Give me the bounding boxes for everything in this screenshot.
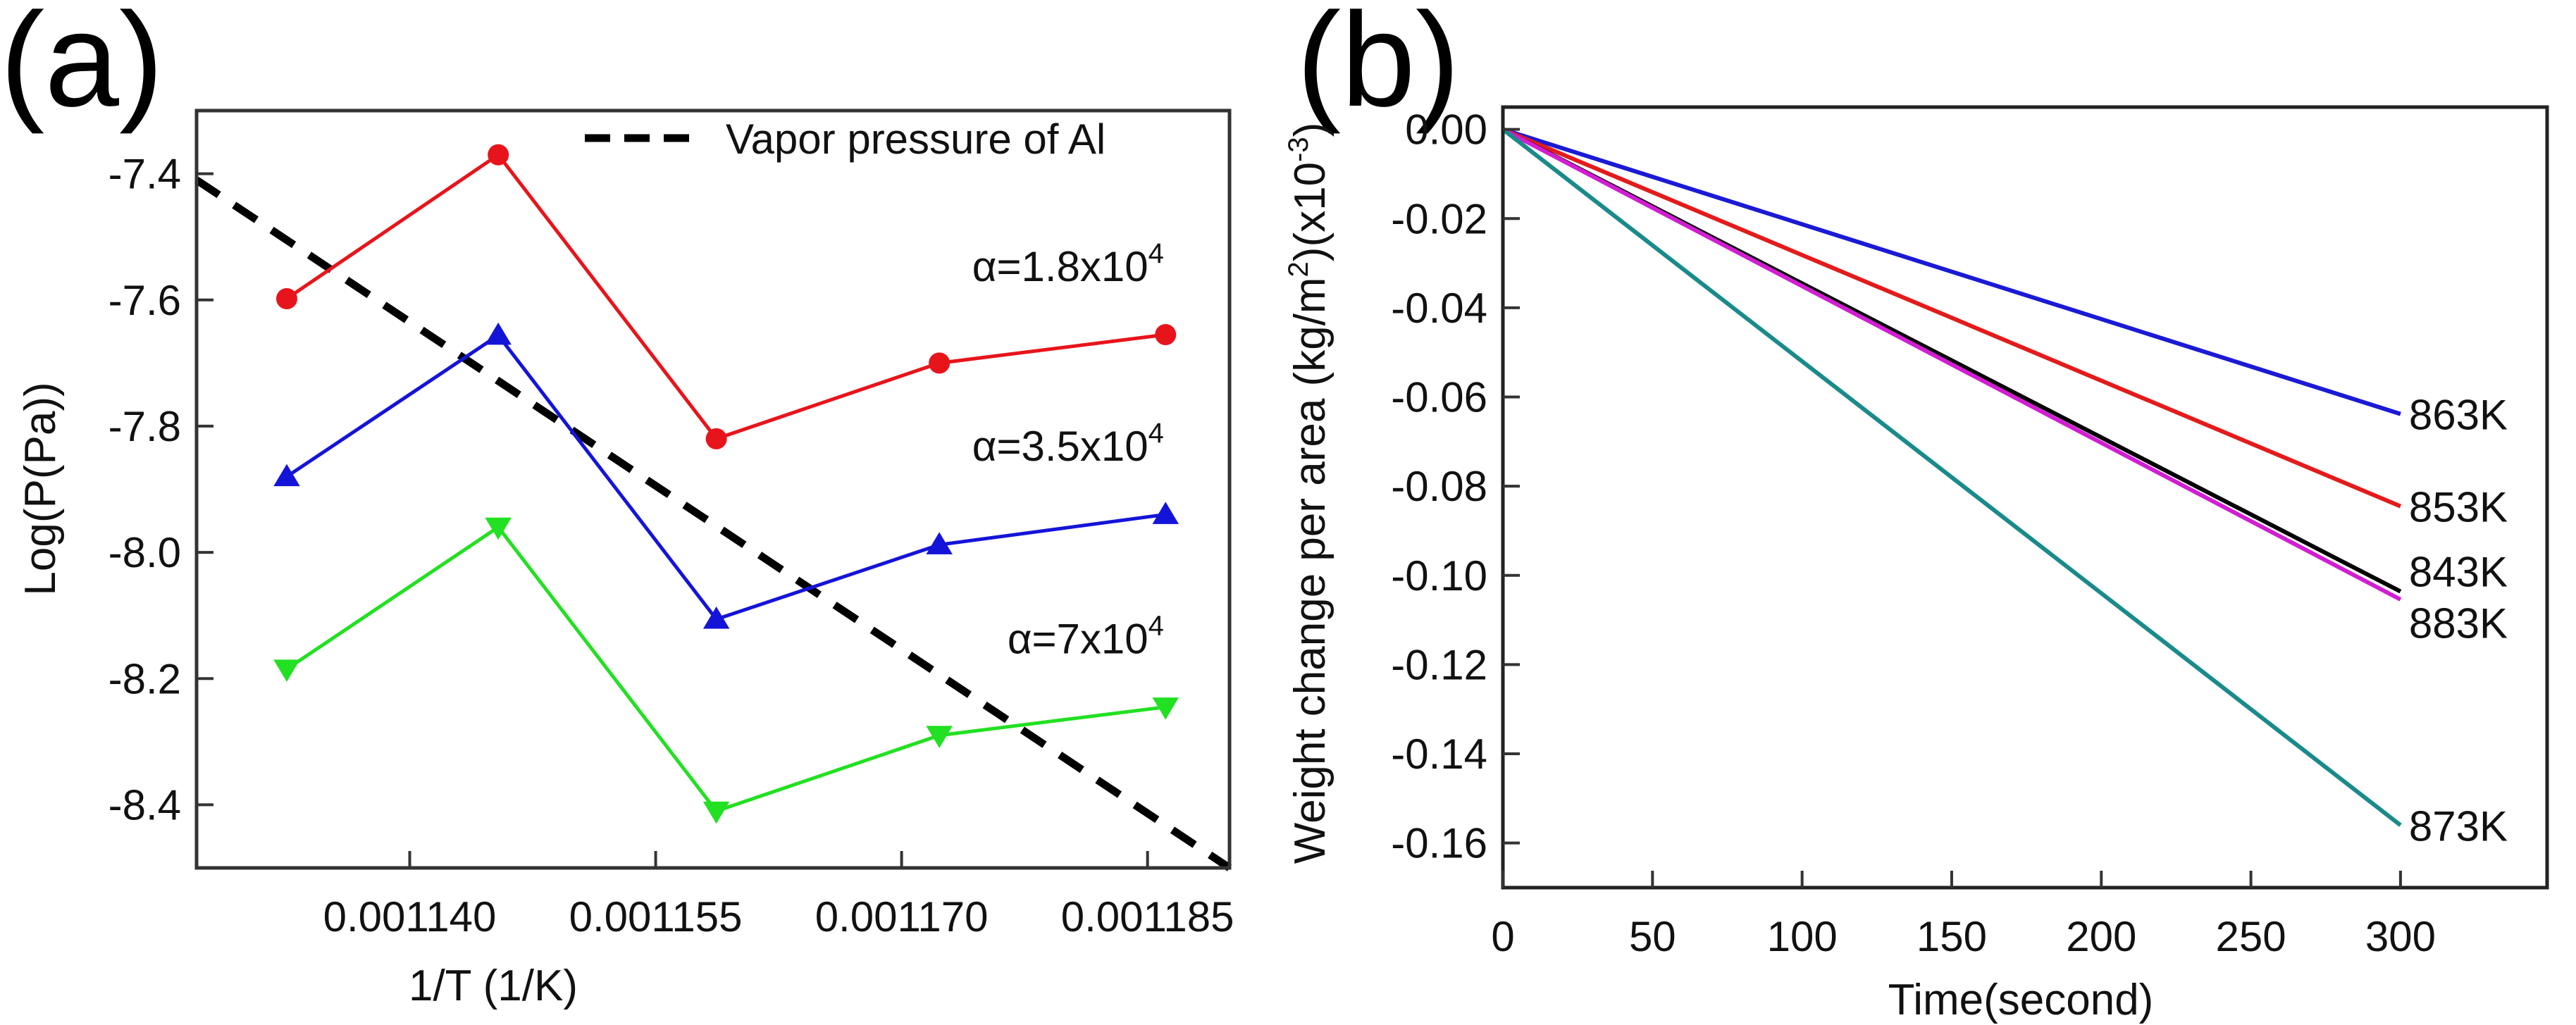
y-axis-title-a: Log(P(Pa)) — [16, 382, 65, 595]
y-title-end: ) — [1286, 123, 1335, 137]
series-line-863K — [1502, 127, 2401, 416]
series-line-873K — [1501, 128, 2402, 827]
y-tick-label: -0.02 — [1391, 195, 1487, 242]
data-point — [702, 801, 730, 824]
panel-a-label: (a) — [0, 0, 163, 135]
series-line-2 — [285, 524, 1166, 814]
y-title-sup: 2 — [1283, 261, 1314, 277]
series-label: 883K — [2409, 600, 2508, 647]
y-title-mid: )(x10 — [1286, 162, 1335, 261]
series-label: α=7x104 — [1008, 610, 1164, 662]
plot-frame-a — [194, 108, 1232, 870]
data-point — [705, 428, 727, 449]
y-tick-label: -7.4 — [109, 151, 181, 198]
series-label-exp: 4 — [1148, 238, 1164, 269]
series-label-exp: 4 — [1148, 610, 1164, 641]
vapor-pressure-line — [194, 176, 1232, 871]
y-tick-label: -7.8 — [109, 403, 181, 450]
x-tick-label: 0.001155 — [569, 893, 743, 940]
x-tick-label: 150 — [1916, 913, 1987, 960]
y-tick-label: -8.0 — [109, 529, 181, 576]
data-point — [485, 517, 512, 540]
series-label-main: α=7x10 — [1008, 615, 1148, 662]
series-label: α=3.5x104 — [972, 418, 1164, 470]
panel-b: (b) 863K 853K 843K 883K 873K 0 50 100 150 200 250… — [1283, 0, 2549, 1024]
data-point — [1152, 502, 1179, 524]
series-label: 863K — [2409, 392, 2508, 439]
data-point — [926, 532, 953, 554]
data-point — [1152, 697, 1179, 720]
y-axis-title-b: Weight change per area (kg/m2)(x10-3) — [1283, 123, 1335, 864]
series-label-exp: 4 — [1148, 418, 1164, 449]
x-tick-label: 0.001170 — [815, 893, 989, 940]
plot-frame-b — [1501, 105, 2549, 890]
series-line-0 — [285, 152, 1166, 441]
series-label: 843K — [2409, 548, 2508, 595]
x-tick-label: 100 — [1767, 913, 1838, 960]
data-point — [273, 464, 300, 487]
x-tick-label: 0.001185 — [1061, 893, 1234, 940]
y-tick-label: -0.08 — [1391, 463, 1487, 510]
series-label: α=1.8x104 — [972, 238, 1164, 290]
series-line-853K — [1501, 127, 2402, 509]
y-tick-label: -0.06 — [1391, 374, 1487, 421]
data-point — [273, 659, 300, 682]
series-label-main: α=3.5x10 — [972, 423, 1148, 470]
legend-label: Vapor pressure of Al — [726, 116, 1106, 163]
data-point — [488, 144, 509, 166]
series-line-883K — [1501, 127, 2402, 602]
y-title-sup2: -3 — [1283, 137, 1314, 162]
y-tick-label: -0.04 — [1391, 285, 1487, 332]
y-tick-label: -0.12 — [1391, 641, 1487, 688]
legend-a: Vapor pressure of Al — [585, 116, 1106, 163]
data-point — [702, 607, 730, 629]
x-tick-label: 0.001140 — [323, 893, 497, 940]
data-point — [1155, 324, 1177, 346]
data-point — [275, 287, 297, 309]
y-tick-label: -7.6 — [109, 277, 181, 324]
series-line-1 — [285, 333, 1166, 621]
panel-b-label: (b) — [1296, 0, 1460, 135]
series-label: 853K — [2409, 484, 2508, 531]
y-tick-label: -0.14 — [1391, 731, 1487, 778]
x-tick-label: 200 — [2066, 913, 2136, 960]
y-tick-label: -8.4 — [109, 781, 181, 828]
y-tick-label: -8.2 — [109, 655, 181, 702]
y-title-main: Weight change per area (kg/m — [1286, 277, 1335, 864]
data-point — [926, 726, 953, 748]
data-point — [485, 322, 512, 345]
x-tick-label: 0 — [1491, 913, 1514, 960]
x-axis-title-a: 1/T (1/K) — [409, 962, 578, 1010]
series-label: 873K — [2409, 802, 2508, 850]
y-tick-label: 0.00 — [1405, 106, 1487, 154]
x-tick-label: 50 — [1629, 913, 1676, 960]
data-point — [929, 352, 950, 374]
y-tick-label: -0.10 — [1391, 552, 1487, 600]
x-tick-label: 300 — [2365, 913, 2436, 960]
y-tick-label: -0.16 — [1391, 820, 1487, 867]
x-tick-label: 250 — [2216, 913, 2286, 960]
series-label-main: α=1.8x10 — [972, 243, 1148, 290]
x-axis-title-b: Time(second) — [1888, 976, 2154, 1024]
